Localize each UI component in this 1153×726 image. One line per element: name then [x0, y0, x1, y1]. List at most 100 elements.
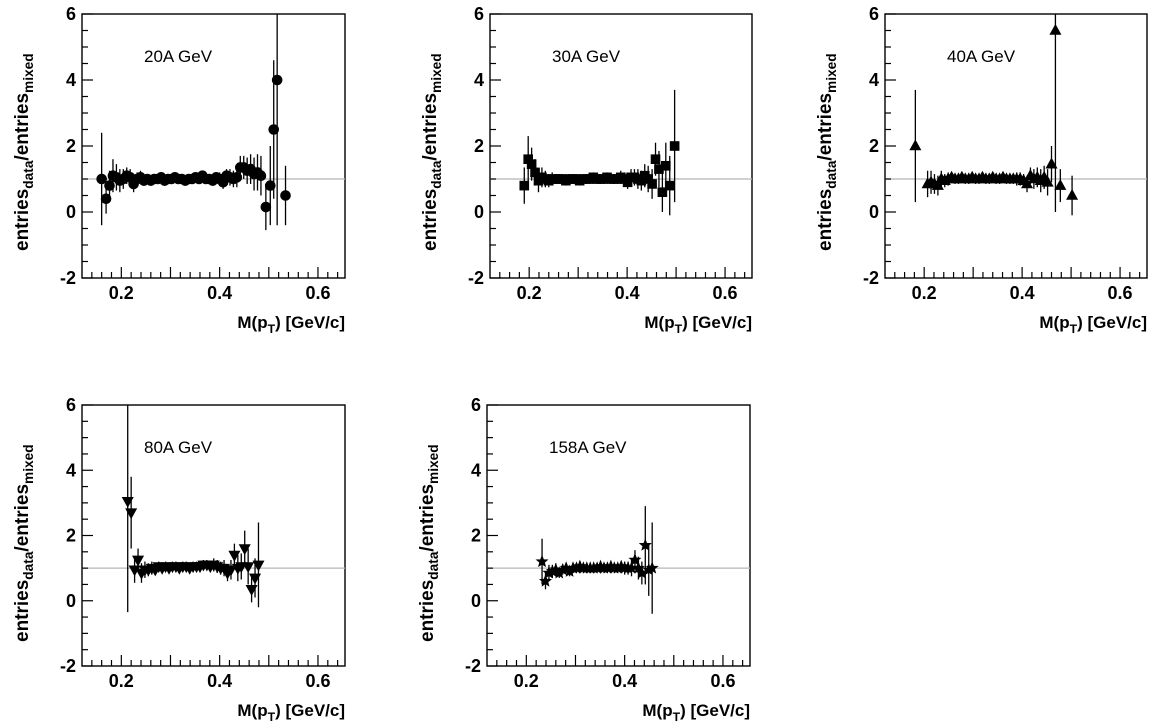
data-point — [1066, 188, 1079, 200]
x-axis-label: M(pT​) [GeV/c] — [644, 313, 752, 336]
y-tick-label: 0 — [471, 591, 481, 611]
y-tick-label: 4 — [66, 70, 76, 90]
data-point — [1041, 175, 1054, 187]
x-tick-label: 0.4 — [207, 283, 232, 303]
x-axis-label: M(pT​) [GeV/c] — [642, 701, 750, 724]
data-point — [125, 508, 138, 520]
y-axis-label: entriesdata​/entriesmixed​ — [417, 444, 441, 642]
data-point — [100, 193, 112, 205]
data-point — [242, 562, 255, 574]
y-tick-label: -2 — [60, 268, 76, 288]
x-tick-label: 0.2 — [109, 283, 134, 303]
data-point — [661, 161, 671, 171]
data-point — [104, 180, 115, 191]
plot-frame — [81, 404, 346, 667]
data-point — [271, 74, 283, 86]
data-point — [638, 538, 652, 551]
y-tick-label: 0 — [474, 202, 484, 222]
data-point — [628, 553, 642, 566]
y-tick-label: -2 — [60, 656, 76, 676]
y-axis-label: entriesdata​/entriesmixed​ — [420, 53, 444, 251]
plot-frame — [489, 13, 753, 279]
x-tick-label: 0.4 — [1010, 283, 1035, 303]
plot-frame — [81, 13, 346, 279]
y-tick-label: -2 — [465, 656, 481, 676]
data-point — [909, 139, 922, 151]
data-point — [231, 172, 243, 183]
y-tick-label: 6 — [471, 395, 481, 415]
y-axis-label: entriesdata​/entriesmixed​ — [815, 53, 839, 251]
panel-title: 20A GeV — [144, 47, 213, 66]
data-point — [1049, 23, 1062, 35]
data-point — [539, 574, 552, 587]
x-tick-label: 0.6 — [1108, 283, 1133, 303]
data-point — [1054, 178, 1067, 190]
panel-title: 80A GeV — [144, 438, 213, 457]
x-tick-label: 0.4 — [615, 283, 640, 303]
chart-panel-4: 0.2 0.4 0.6 -2 0 2 4 6 158A GeV entriesdata​/entr… — [417, 395, 751, 724]
x-tick-label: 0.6 — [305, 283, 330, 303]
x-tick-label: 0.2 — [517, 283, 542, 303]
data-point — [268, 124, 280, 135]
data-point — [664, 180, 675, 191]
x-tick-label: 0.6 — [305, 671, 330, 691]
panel-title: 40A GeV — [947, 47, 1016, 66]
y-tick-label: 2 — [66, 136, 76, 156]
data-point — [657, 187, 668, 197]
y-tick-label: 6 — [869, 4, 879, 24]
data-point — [255, 170, 267, 181]
chart-panel-2: 0.2 0.4 0.6 -2 0 2 4 6 40A GeV entriesdata​/entri… — [815, 4, 1148, 336]
x-tick-label: 0.2 — [514, 671, 539, 691]
data-point — [238, 544, 251, 556]
y-tick-label: 2 — [66, 526, 76, 546]
y-tick-label: -2 — [863, 268, 879, 288]
chart-panel-0: 0.2 0.4 0.6 -2 0 2 4 6 20A GeV entriesdata​/entri… — [12, 4, 346, 336]
y-tick-label: 2 — [471, 526, 481, 546]
y-tick-label: 6 — [66, 4, 76, 24]
y-tick-label: 4 — [474, 70, 484, 90]
data-point — [264, 180, 276, 191]
y-tick-label: 4 — [471, 460, 481, 480]
data-point — [132, 555, 145, 567]
x-axis-label: M(pT​) [GeV/c] — [237, 313, 345, 336]
x-axis-label: M(pT​) [GeV/c] — [1039, 313, 1147, 336]
data-point — [535, 554, 549, 568]
y-tick-label: 0 — [66, 202, 76, 222]
data-point — [121, 496, 134, 508]
y-tick-label: 2 — [474, 136, 484, 156]
x-tick-label: 0.6 — [713, 283, 738, 303]
data-point — [224, 565, 237, 577]
y-axis-label: entriesdata​/entriesmixed​ — [12, 444, 36, 642]
data-point — [645, 561, 659, 574]
x-tick-label: 0.4 — [612, 671, 637, 691]
y-tick-label: 2 — [869, 136, 879, 156]
x-tick-label: 0.2 — [109, 671, 134, 691]
data-point — [669, 141, 680, 151]
y-tick-label: 0 — [869, 202, 879, 222]
data-point — [96, 173, 107, 185]
panel-title: 30A GeV — [552, 47, 621, 66]
chart-panel-3: 0.2 0.4 0.6 -2 0 2 4 6 80A GeV entriesdata​/entri… — [12, 395, 346, 724]
y-tick-label: 6 — [66, 395, 76, 415]
data-point — [280, 190, 291, 201]
x-tick-label: 0.4 — [207, 671, 232, 691]
plot-frame — [884, 13, 1148, 279]
data-point — [260, 201, 272, 213]
y-axis-label: entriesdata​/entriesmixed​ — [12, 53, 36, 251]
panel-title: 158A GeV — [549, 438, 627, 457]
y-tick-label: 4 — [869, 70, 879, 90]
chart-panel-1: 0.2 0.4 0.6 -2 0 2 4 6 30A GeV entriesdata​/entri… — [420, 4, 753, 336]
data-point — [249, 573, 262, 585]
data-point — [650, 154, 661, 164]
data-point — [245, 585, 258, 596]
y-tick-label: 4 — [66, 460, 76, 480]
data-point — [252, 560, 265, 572]
data-point — [519, 180, 530, 191]
data-point — [228, 550, 241, 562]
x-tick-label: 0.2 — [912, 283, 937, 303]
data-point — [647, 179, 657, 189]
y-tick-label: -2 — [468, 268, 484, 288]
x-tick-label: 0.6 — [710, 671, 735, 691]
